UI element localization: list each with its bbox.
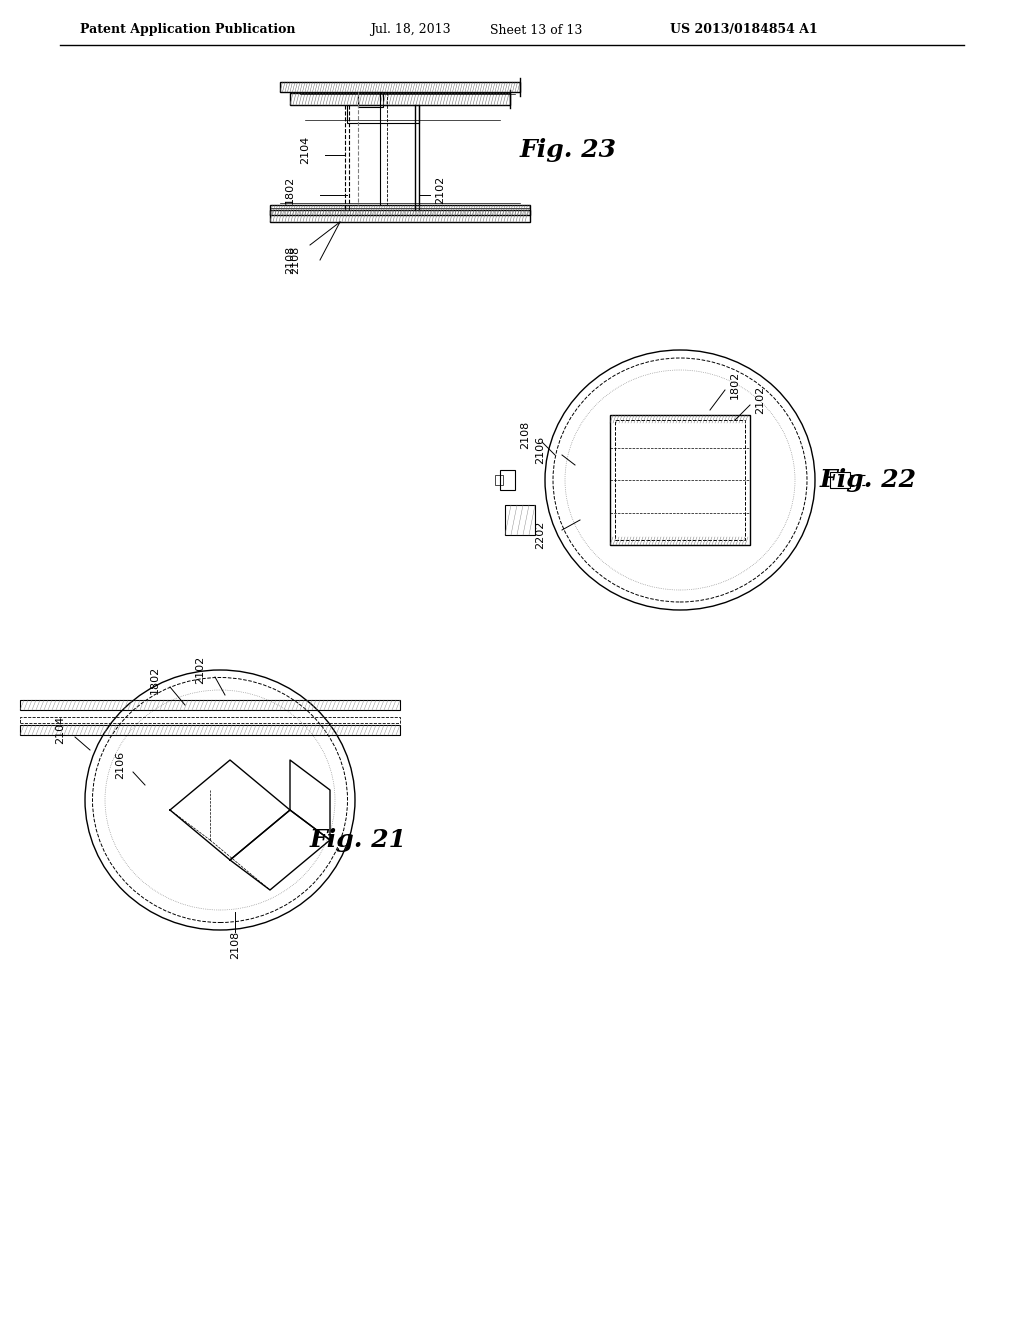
Bar [20,700,400,710]
Text: 1802: 1802 [150,665,160,694]
Text: 2108: 2108 [230,931,240,960]
Text: 2104: 2104 [300,136,310,164]
Bar [270,210,530,222]
Text: 2104: 2104 [55,715,65,744]
Bar [280,82,520,92]
Text: Jul. 18, 2013: Jul. 18, 2013 [370,24,451,37]
Text: 1802: 1802 [285,176,295,205]
Text: Fig. 21: Fig. 21 [310,828,407,851]
Bar [615,420,745,540]
Text: 2108: 2108 [285,246,295,275]
Text: Fig. 22: Fig. 22 [820,469,918,492]
Text: 2106: 2106 [115,751,125,779]
Bar [610,414,750,545]
Text: 2108: 2108 [290,246,300,275]
Text: 2102: 2102 [435,176,445,205]
Bar [270,205,530,215]
Text: Fig. 23: Fig. 23 [520,139,617,162]
Bar [505,506,535,535]
Text: 2202: 2202 [535,521,545,549]
Text: 1802: 1802 [730,371,740,399]
Bar [830,473,850,488]
Bar [20,725,400,735]
Text: 2102: 2102 [755,385,765,414]
Text: 2106: 2106 [535,436,545,465]
Text: US 2013/0184854 A1: US 2013/0184854 A1 [670,24,818,37]
Bar [358,92,383,107]
Bar [290,92,510,106]
Bar [347,106,419,123]
Text: Patent Application Publication: Patent Application Publication [80,24,296,37]
Bar [20,717,400,723]
Bar [495,475,503,484]
Text: 2102: 2102 [195,656,205,684]
Text: Sheet 13 of 13: Sheet 13 of 13 [490,24,583,37]
Text: 2108: 2108 [520,421,530,449]
Bar [500,470,515,490]
